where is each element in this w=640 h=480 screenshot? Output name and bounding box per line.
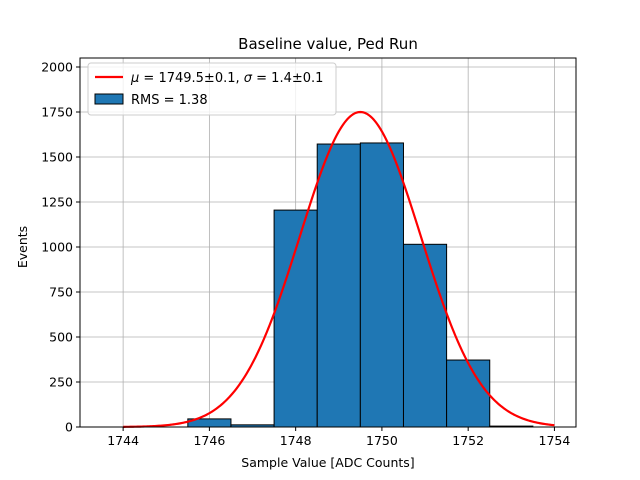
histogram-bar — [359, 142, 404, 428]
x-axis-label: Sample Value [ADC Counts] — [241, 455, 414, 470]
gaussian-fit-line — [123, 110, 555, 428]
y-tick-label: 1500 — [41, 150, 73, 165]
x-tick-label: 1750 — [366, 433, 398, 448]
x-tick-label: 1752 — [452, 433, 484, 448]
legend: μ = 1749.5±0.1, σ = 1.4±0.1 RMS = 1.38 — [87, 62, 337, 116]
y-tick-label: 500 — [49, 330, 73, 345]
chart-title: Baseline value, Ped Run — [238, 35, 418, 53]
y-tick-label: 2000 — [41, 60, 73, 75]
legend-mu-value: = 1749.5±0.1, — [139, 71, 243, 86]
legend-histogram-label: RMS = 1.38 — [131, 93, 208, 108]
y-tick-label: 750 — [49, 285, 73, 300]
x-tick-label: 1754 — [539, 433, 571, 448]
legend-mu-symbol: μ — [130, 71, 139, 86]
y-axis-ticks: 0 250 500 750 1000 1250 1500 1750 2000 — [41, 60, 80, 435]
y-tick-label: 1750 — [41, 105, 73, 120]
legend-sigma-symbol: σ — [244, 71, 253, 86]
x-tick-label: 1746 — [193, 433, 225, 448]
x-tick-label: 1744 — [107, 433, 139, 448]
y-axis-label: Events — [15, 226, 30, 268]
y-tick-label: 1250 — [41, 195, 73, 210]
x-axis-ticks: 1744 1746 1748 1750 1752 1754 — [107, 427, 570, 448]
histogram-bar — [402, 243, 448, 428]
y-tick-label: 0 — [65, 420, 73, 435]
x-tick-label: 1748 — [280, 433, 312, 448]
legend-box — [87, 62, 337, 116]
legend-sigma-value: = 1.4±0.1 — [252, 71, 323, 86]
histogram-bars — [187, 142, 534, 428]
histogram-bar — [273, 209, 318, 428]
legend-fit-label: μ = 1749.5±0.1, σ = 1.4±0.1 — [130, 71, 323, 86]
legend-histogram-swatch — [94, 93, 124, 105]
y-tick-label: 250 — [49, 375, 73, 390]
histogram-bar — [446, 359, 491, 428]
histogram-bar — [316, 143, 361, 428]
y-tick-label: 1000 — [41, 240, 73, 255]
plot-frame — [79, 57, 577, 428]
